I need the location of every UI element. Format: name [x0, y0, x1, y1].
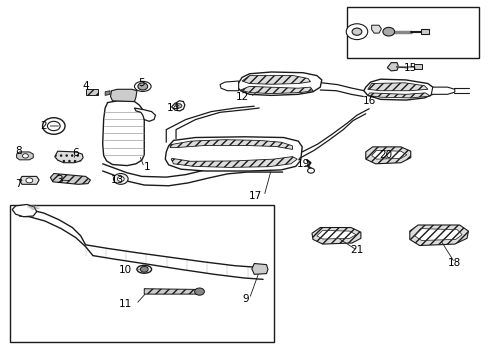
Polygon shape	[55, 151, 83, 163]
Bar	[420, 29, 428, 34]
Text: 18: 18	[447, 258, 461, 268]
Circle shape	[382, 27, 394, 36]
Polygon shape	[20, 176, 39, 184]
Text: 16: 16	[362, 96, 375, 106]
Circle shape	[176, 104, 182, 108]
Circle shape	[307, 168, 314, 173]
Polygon shape	[363, 79, 433, 100]
Polygon shape	[311, 228, 360, 244]
Circle shape	[138, 83, 147, 90]
Polygon shape	[220, 81, 238, 91]
Ellipse shape	[134, 81, 151, 91]
Text: 13: 13	[110, 175, 124, 185]
Polygon shape	[367, 83, 427, 91]
Polygon shape	[240, 86, 312, 94]
Circle shape	[42, 118, 65, 134]
Text: 19: 19	[296, 159, 309, 169]
Text: 4: 4	[82, 81, 89, 91]
Circle shape	[113, 174, 128, 184]
Bar	[413, 64, 421, 69]
Polygon shape	[110, 89, 137, 102]
Polygon shape	[367, 93, 429, 98]
Polygon shape	[165, 137, 302, 171]
Circle shape	[351, 28, 361, 35]
Polygon shape	[371, 150, 406, 159]
Polygon shape	[170, 140, 292, 149]
Text: 14: 14	[166, 103, 180, 113]
Polygon shape	[105, 91, 110, 95]
Text: 7: 7	[15, 179, 22, 189]
Polygon shape	[17, 152, 33, 160]
Polygon shape	[316, 230, 355, 239]
Polygon shape	[236, 72, 321, 95]
Ellipse shape	[137, 265, 151, 273]
Text: 6: 6	[72, 148, 79, 158]
Circle shape	[194, 288, 204, 295]
Bar	[346, 7, 478, 58]
Polygon shape	[251, 264, 267, 274]
Polygon shape	[50, 174, 90, 184]
Polygon shape	[171, 157, 297, 167]
Polygon shape	[171, 101, 184, 111]
Text: 8: 8	[15, 146, 22, 156]
Polygon shape	[12, 204, 37, 217]
Polygon shape	[242, 76, 310, 84]
Circle shape	[117, 176, 124, 181]
Text: 17: 17	[248, 191, 261, 201]
Text: 20: 20	[379, 150, 392, 160]
Text: 9: 9	[242, 294, 249, 304]
Polygon shape	[430, 87, 454, 94]
Polygon shape	[386, 63, 398, 71]
Text: 2: 2	[40, 121, 46, 131]
Polygon shape	[85, 89, 98, 95]
Polygon shape	[409, 225, 468, 246]
Circle shape	[346, 24, 367, 40]
Polygon shape	[371, 25, 381, 33]
Text: 5: 5	[138, 78, 145, 88]
Polygon shape	[134, 108, 155, 121]
Text: 1: 1	[144, 162, 151, 172]
Text: 11: 11	[119, 299, 132, 309]
Text: 12: 12	[236, 92, 249, 102]
Bar	[10, 205, 273, 342]
Polygon shape	[414, 229, 461, 240]
Text: 21: 21	[349, 245, 363, 255]
Circle shape	[140, 266, 148, 272]
Polygon shape	[365, 147, 410, 164]
Polygon shape	[144, 289, 200, 294]
Polygon shape	[102, 101, 144, 166]
Text: 15: 15	[403, 63, 417, 73]
Circle shape	[47, 121, 60, 131]
Circle shape	[26, 178, 33, 183]
Circle shape	[22, 154, 28, 158]
Text: 3: 3	[56, 175, 63, 185]
Text: 10: 10	[119, 265, 132, 275]
